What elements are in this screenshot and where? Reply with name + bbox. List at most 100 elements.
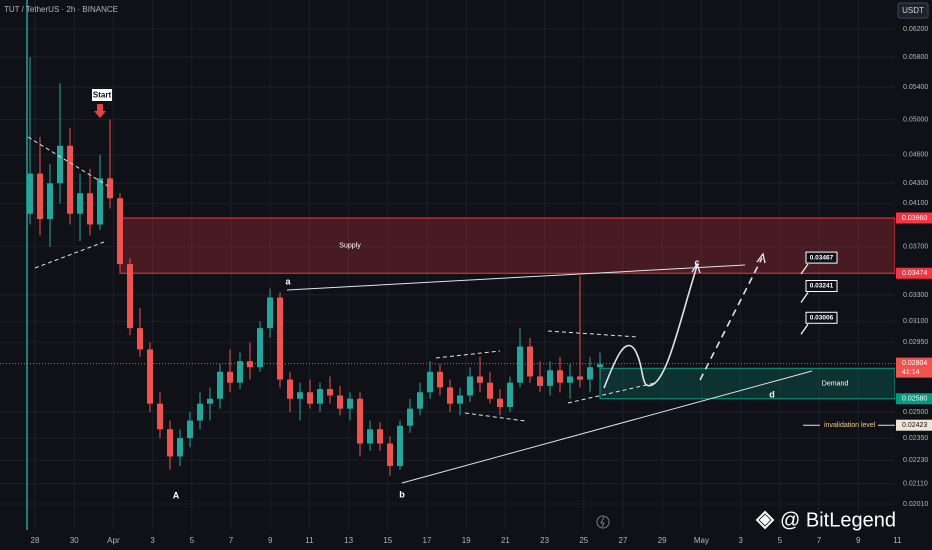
candle-body — [167, 429, 173, 457]
zones: Supply Demand — [119, 217, 896, 400]
x-tick-label: 5 — [778, 536, 783, 545]
x-tick-label: 11 — [893, 536, 902, 545]
watermark-logo — [755, 510, 775, 530]
candle-body — [427, 371, 433, 393]
grid — [0, 0, 898, 530]
trend-line — [27, 136, 109, 187]
y-tick-label: 0.05400 — [903, 84, 928, 91]
targets: 0.03467 0.03241 0.03006 — [800, 251, 838, 335]
candle-body — [497, 398, 503, 407]
last-price-label: 0.02804 — [902, 360, 927, 367]
candle-body — [417, 392, 423, 409]
target-box — [805, 251, 838, 264]
candle-body — [127, 264, 133, 329]
candle-body — [337, 395, 343, 409]
candle-body — [577, 376, 583, 380]
candle-body — [487, 382, 493, 399]
x-tick-label: 27 — [619, 536, 628, 545]
start-arrow — [94, 104, 106, 118]
candle-body — [147, 349, 153, 404]
y-tick-label: 0.04300 — [903, 180, 928, 187]
candle-body — [57, 145, 63, 184]
x-tick-label: 13 — [344, 536, 353, 545]
candle-body — [437, 371, 443, 388]
y-tick-label: 0.03300 — [903, 292, 928, 299]
x-tick-label: 21 — [501, 536, 510, 545]
candle-body — [377, 429, 383, 444]
y-tick-label: 0.04100 — [903, 200, 928, 207]
candle-body — [547, 370, 553, 386]
x-tick-label: May — [694, 536, 709, 545]
price-marker-label: 0.03960 — [902, 215, 927, 222]
trend-line — [567, 382, 656, 404]
candle-body — [187, 420, 193, 439]
candle-body — [527, 346, 533, 377]
candle-body — [447, 387, 453, 404]
target-label: 0.03006 — [810, 314, 834, 321]
wave-label: b — [399, 489, 405, 499]
target-box — [805, 280, 838, 293]
trend-line — [464, 412, 526, 422]
y-tick-label: 0.03100 — [903, 318, 928, 325]
candle-body — [267, 297, 273, 329]
projection-path — [699, 257, 763, 381]
x-tick-label: 25 — [579, 536, 588, 545]
candle-body — [297, 392, 303, 399]
trend-line — [34, 241, 105, 269]
candle-body — [317, 389, 323, 404]
wave-label: c — [694, 257, 699, 267]
candle-body — [587, 367, 593, 380]
start-label: Start — [93, 91, 112, 100]
x-tick-label: 28 — [31, 536, 40, 545]
candle-body — [467, 376, 473, 396]
trend-line — [286, 264, 746, 291]
candle-body — [117, 198, 123, 265]
time-axis: 28 30 Apr 3 5 7 9 11 13 15 17 19 21 23 25 27 29 May 3 5 7 9 11 — [31, 536, 903, 545]
candle-body — [367, 429, 373, 444]
candle-body — [177, 438, 183, 457]
arrow-head — [691, 262, 701, 274]
x-tick-label: 30 — [70, 536, 79, 545]
candle-body — [237, 361, 243, 383]
candle-body — [47, 183, 53, 220]
invalidation-label: invalidation level — [824, 422, 876, 429]
drawings — [27, 136, 813, 484]
y-tick-label: 0.02500 — [903, 409, 928, 416]
x-tick-label: 11 — [305, 536, 314, 545]
candle-body — [347, 398, 353, 409]
last-price-marker — [896, 357, 932, 378]
candle-body — [37, 173, 43, 220]
candle-body — [67, 145, 73, 214]
watermark: @ BitLegend — [780, 509, 896, 531]
price-marker — [896, 393, 932, 405]
currency-label: USDT — [902, 6, 924, 15]
candles — [27, 57, 603, 476]
candle-body — [257, 328, 263, 368]
replay-icon[interactable] — [596, 515, 610, 529]
y-tick-label: 0.06200 — [903, 26, 928, 33]
countdown-label: 41:14 — [902, 369, 920, 376]
trend-line — [547, 330, 639, 338]
wave-label: A — [173, 490, 180, 500]
target-pointer — [800, 323, 809, 335]
y-tick-label: 0.05000 — [903, 116, 928, 123]
wave-label: d — [769, 389, 775, 399]
candle-body — [597, 364, 603, 368]
y-tick-label: 0.03700 — [903, 244, 928, 251]
candle-body — [397, 425, 403, 466]
y-tick-label: 0.02110 — [903, 480, 928, 487]
zone-label: Demand — [822, 380, 849, 387]
target-label: 0.03241 — [810, 283, 834, 290]
y-tick-label: 0.02950 — [903, 339, 928, 346]
candle-body — [307, 392, 313, 404]
x-tick-label: 3 — [738, 536, 743, 545]
candle-body — [477, 376, 483, 383]
candle-body — [207, 398, 213, 404]
candle-body — [407, 408, 413, 426]
candle-body — [567, 376, 573, 383]
zone-label: Supply — [339, 242, 361, 249]
price-marker-label: 0.03474 — [902, 270, 927, 277]
start-box — [92, 89, 112, 101]
candle-body — [517, 346, 523, 383]
